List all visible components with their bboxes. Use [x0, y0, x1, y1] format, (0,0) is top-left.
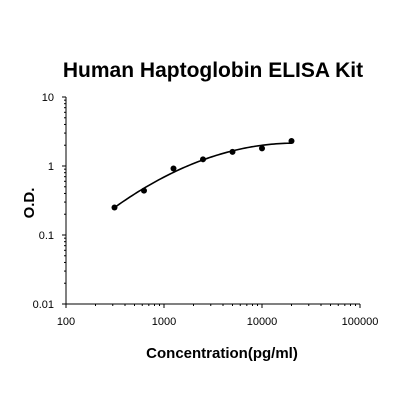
- chart-title: Human Haptoglobin ELISA Kit: [63, 59, 363, 82]
- x-tick-label: 10000: [247, 316, 278, 328]
- data-point: [140, 187, 147, 194]
- y-tick-label: 0.01: [33, 299, 54, 311]
- data-point: [111, 204, 118, 211]
- y-tick-label: 10: [42, 92, 54, 104]
- data-points: [111, 138, 295, 211]
- y-ticks: 0.01 0.1 1 10: [33, 92, 66, 311]
- x-tick-label: 1000: [152, 316, 176, 328]
- y-tick-label: 0.1: [39, 230, 54, 242]
- x-tick-label: 100: [57, 316, 75, 328]
- y-axis-label: O.D.: [21, 188, 38, 219]
- x-axis-label: Concentration(pg/ml): [146, 345, 298, 362]
- data-point: [229, 148, 236, 155]
- y-tick-label: 1: [48, 161, 54, 173]
- x-tick-label: 100000: [342, 316, 379, 328]
- data-point: [199, 156, 206, 163]
- fit-curve: [114, 142, 292, 209]
- data-point: [288, 138, 295, 145]
- x-ticks: 100 1000 10000 100000: [57, 304, 379, 328]
- data-point: [259, 145, 265, 152]
- data-point: [170, 165, 177, 172]
